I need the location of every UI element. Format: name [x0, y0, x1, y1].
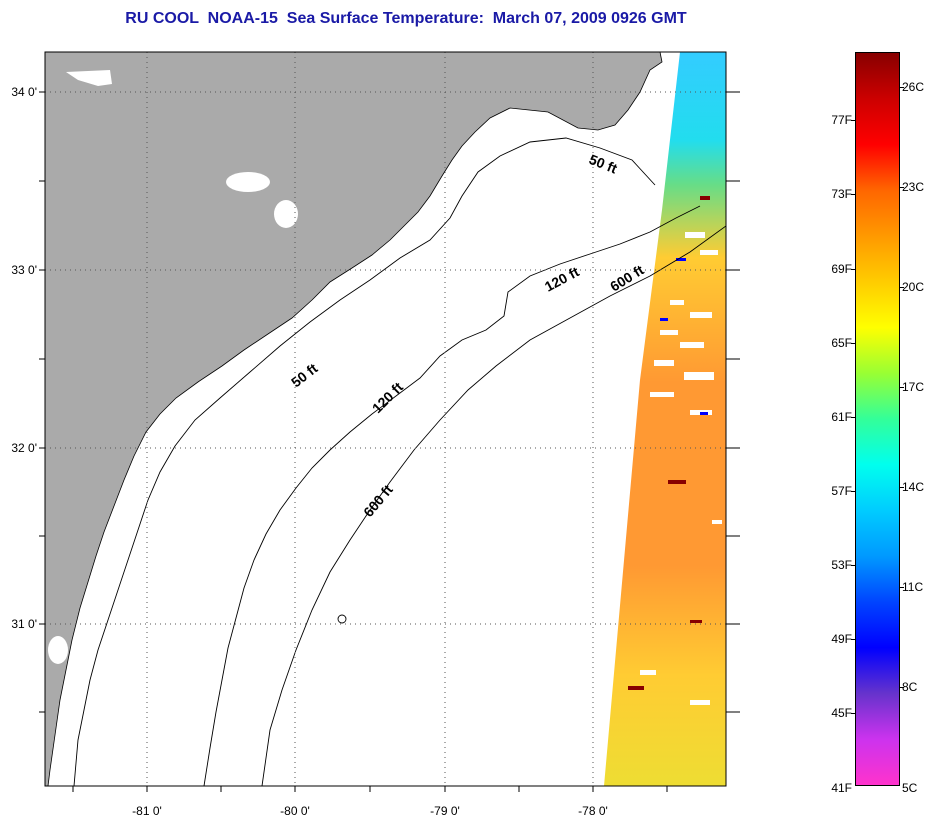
colorbar-label-17C: 17C — [902, 380, 925, 394]
warm-pixels — [628, 196, 710, 690]
temperature-colorbar — [855, 52, 900, 786]
cold-pixels — [660, 258, 708, 415]
colorbar-tick — [851, 417, 855, 418]
colorbar-label-73F: 73F — [831, 187, 852, 201]
colorbar-tick — [900, 387, 904, 388]
lat-label-32: 32 0' — [11, 441, 37, 455]
colorbar-tick — [851, 565, 855, 566]
seamount-contour — [337, 614, 347, 624]
colorbar-label-65F: 65F — [831, 336, 852, 350]
colorbar-label-77F: 77F — [831, 113, 852, 127]
colorbar-tick — [900, 487, 904, 488]
lat-label-33: 33 0' — [11, 263, 37, 277]
colorbar-tick — [900, 687, 904, 688]
lon-label-79: -79 0' — [430, 804, 460, 817]
colorbar-label-45F: 45F — [831, 706, 852, 720]
lon-label-78: -78 0' — [578, 804, 608, 817]
lake — [48, 636, 68, 664]
colorbar-label-5C: 5C — [902, 781, 918, 795]
colorbar-tick — [851, 120, 855, 121]
land-mass — [45, 52, 663, 786]
colorbar-tick — [851, 491, 855, 492]
map-frame — [44, 51, 727, 787]
colorbar-tick — [900, 587, 904, 588]
colorbar-tick — [851, 269, 855, 270]
lon-label-80: -80 0' — [280, 804, 310, 817]
colorbar-label-49F: 49F — [831, 632, 852, 646]
graticule — [45, 52, 726, 786]
colorbar-tick — [851, 343, 855, 344]
lake — [66, 70, 112, 86]
lat-label-34: 34 0' — [11, 85, 37, 99]
colorbar-label-23C: 23C — [902, 180, 925, 194]
colorbar-label-8C: 8C — [902, 680, 918, 694]
colorbar-tick — [851, 713, 855, 714]
colorbar-tick — [851, 639, 855, 640]
colorbar-label-61F: 61F — [831, 410, 852, 424]
colorbar-label-14C: 14C — [902, 480, 925, 494]
contour-600ft — [261, 225, 726, 786]
colorbar-label-41F: 41F — [831, 781, 852, 795]
colorbar-label-20C: 20C — [902, 280, 925, 294]
contour-50ft — [73, 137, 656, 786]
colorbar-label-53F: 53F — [831, 558, 852, 572]
colorbar-tick — [900, 187, 904, 188]
contour-120ft — [203, 205, 701, 786]
colorbar-tick — [851, 194, 855, 195]
axis-ticks — [39, 91, 740, 792]
lat-label-31: 31 0' — [11, 617, 37, 631]
lake — [226, 172, 270, 192]
colorbar-tick — [900, 287, 904, 288]
lon-label-81: -81 0' — [132, 804, 162, 817]
colorbar-label-26C: 26C — [902, 80, 925, 94]
colorbar-label-11C: 11C — [902, 580, 924, 594]
map-title: RU COOL NOAA-15 Sea Surface Temperature:… — [125, 10, 687, 27]
colorbar-label-57F: 57F — [831, 484, 852, 498]
colorbar-tick — [900, 87, 904, 88]
colorbar-label-69F: 69F — [831, 262, 852, 276]
lake — [274, 200, 298, 228]
